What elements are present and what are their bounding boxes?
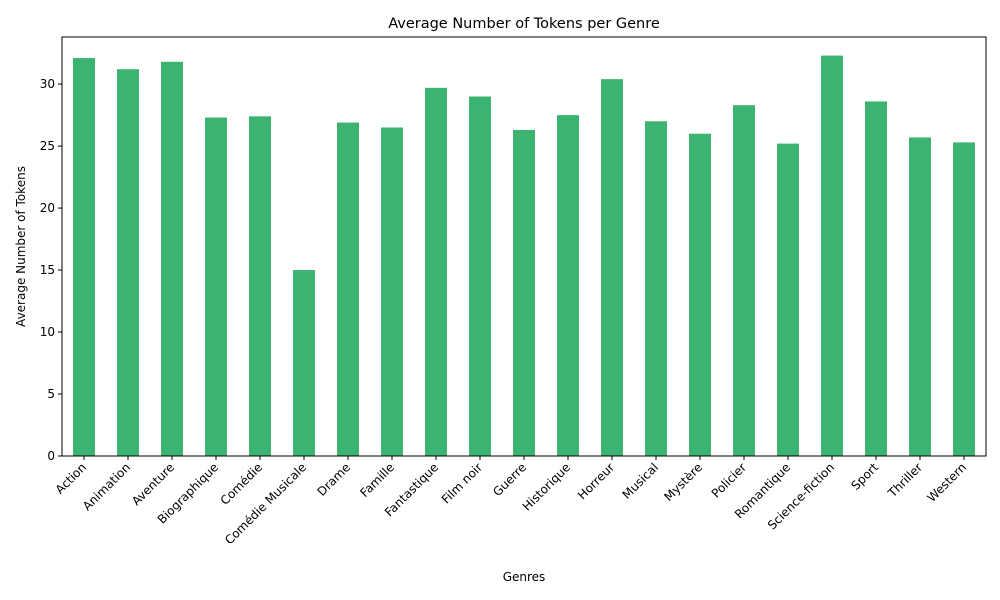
x-tick-label: Sport [848, 460, 881, 493]
bar [865, 101, 887, 456]
x-tick-label: Famille [357, 460, 397, 500]
bar [513, 129, 535, 456]
bar [293, 270, 315, 456]
bar [73, 58, 95, 456]
chart-title: Average Number of Tokens per Genre [388, 16, 660, 32]
x-axis-title: Genres [503, 570, 546, 584]
bar [821, 55, 843, 457]
y-tick-label: 10 [40, 325, 55, 339]
bar [557, 115, 579, 457]
y-axis-title: Average Number of Tokens [14, 166, 28, 327]
x-tick-label: Film noir [439, 460, 485, 506]
bar [205, 117, 227, 457]
bar [249, 116, 271, 456]
x-tick-label: Action [53, 460, 89, 496]
y-tick-label: 30 [40, 77, 55, 91]
x-tick-label: Mystère [661, 460, 705, 504]
y-axis-ticks: 0 5 10 15 20 25 30 [40, 77, 62, 463]
bar [469, 96, 491, 456]
bar [733, 105, 755, 456]
x-tick-label: Animation [80, 460, 133, 513]
bar [777, 143, 799, 456]
y-tick-label: 20 [40, 201, 55, 215]
x-tick-label: Musical [620, 460, 662, 502]
y-tick-label: 15 [40, 263, 55, 277]
bar [601, 79, 623, 457]
y-tick-label: 25 [40, 139, 55, 153]
x-tick-label: Historique [520, 460, 573, 513]
bar [161, 61, 183, 456]
x-tick-label: Thriller [885, 460, 925, 500]
bar [117, 69, 139, 456]
bar [909, 137, 931, 456]
bar [953, 142, 975, 457]
bar [689, 133, 711, 456]
x-axis-ticks: ActionAnimationAventureBiographiqueComéd… [53, 456, 969, 547]
x-tick-label: Drame [315, 460, 354, 499]
plot-frame [61, 36, 987, 457]
bar [337, 122, 359, 457]
bar [381, 127, 403, 456]
bars-group [73, 55, 975, 457]
bar [645, 121, 667, 456]
x-tick-label: Policier [709, 460, 749, 500]
bar [425, 87, 447, 457]
x-tick-label: Western [924, 460, 969, 505]
y-tick-label: 5 [47, 387, 55, 401]
x-tick-label: Comédie Musicale [222, 460, 309, 547]
x-tick-label: Guerre [490, 460, 529, 499]
x-tick-label: Horreur [575, 460, 617, 502]
y-tick-label: 0 [47, 449, 55, 463]
